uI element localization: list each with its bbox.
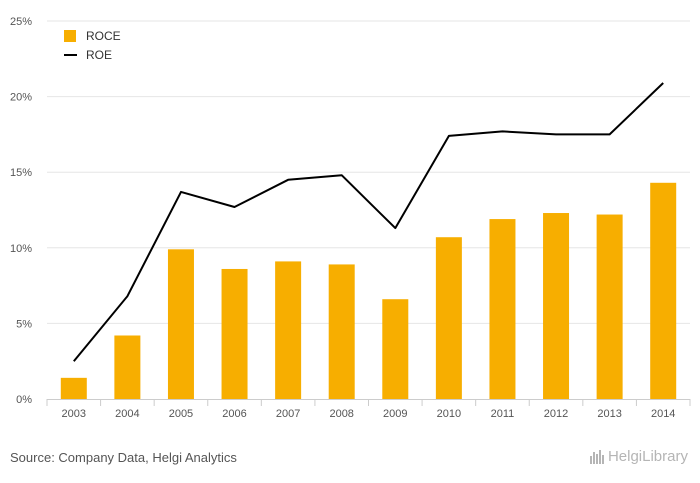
x-tick-label: 2013	[597, 408, 621, 420]
roce-bar-2013[interactable]	[596, 214, 623, 399]
x-tick-label: 2009	[383, 408, 407, 420]
logo-text: HelgiLibrary	[607, 448, 688, 465]
roce-bar-2005[interactable]	[167, 249, 194, 399]
roce-bar-2014[interactable]	[650, 182, 677, 399]
legend: ROCE ROE	[64, 29, 121, 62]
roe-line[interactable]	[73, 82, 664, 362]
roce-bar-2010[interactable]	[435, 237, 462, 399]
x-tick-label: 2012	[544, 408, 568, 420]
x-tick-label: 2008	[329, 408, 353, 420]
y-tick-label: 20%	[10, 92, 32, 104]
roce-bar-2011[interactable]	[489, 219, 516, 399]
y-tick-label: 0%	[16, 394, 32, 406]
roce-bar-2008[interactable]	[328, 264, 355, 399]
x-tick-label: 2004	[115, 408, 139, 420]
y-axis-tick-labels: 0% 5% 10% 15% 20% 25%	[10, 16, 32, 406]
x-tick-label: 2007	[276, 408, 300, 420]
x-axis: 2003 2004 2005 2006 2007 2008 2009 2010 2011 2012…	[46, 399, 691, 420]
roce-bars	[60, 182, 677, 399]
y-tick-label: 5%	[16, 318, 32, 330]
roce-bar-2007[interactable]	[275, 261, 302, 399]
helgi-library-logo[interactable]: HelgiLibrary	[589, 448, 688, 465]
legend-label-roce: ROCE	[86, 29, 121, 43]
source-note: Source: Company Data, Helgi Analytics	[10, 450, 237, 465]
x-tick-label: 2011	[491, 408, 515, 420]
y-tick-label: 15%	[10, 167, 32, 179]
x-tick-label: 2003	[62, 408, 86, 420]
roce-bar-2004[interactable]	[114, 335, 141, 399]
library-books-icon	[589, 449, 604, 464]
roce-bar-2003[interactable]	[60, 377, 87, 399]
y-tick-label: 10%	[10, 243, 32, 255]
roce-bar-2006[interactable]	[221, 268, 248, 399]
roce-bar-2009[interactable]	[382, 299, 409, 399]
y-tick-label: 25%	[10, 16, 32, 28]
gridlines	[47, 20, 690, 324]
x-tick-label: 2005	[169, 408, 193, 420]
roce-roe-chart: 0%5%10%15%20%25% 2003 2004 2005 2006 2007 200…	[10, 16, 691, 420]
x-tick-label: 2006	[222, 408, 246, 420]
x-tick-label: 2014	[651, 408, 675, 420]
roce-bar-2012[interactable]	[543, 213, 570, 399]
roe-line-group	[73, 82, 664, 362]
legend-swatch-roce	[64, 30, 76, 42]
legend-label-roe: ROE	[86, 48, 112, 62]
x-tick-label: 2010	[437, 408, 461, 420]
